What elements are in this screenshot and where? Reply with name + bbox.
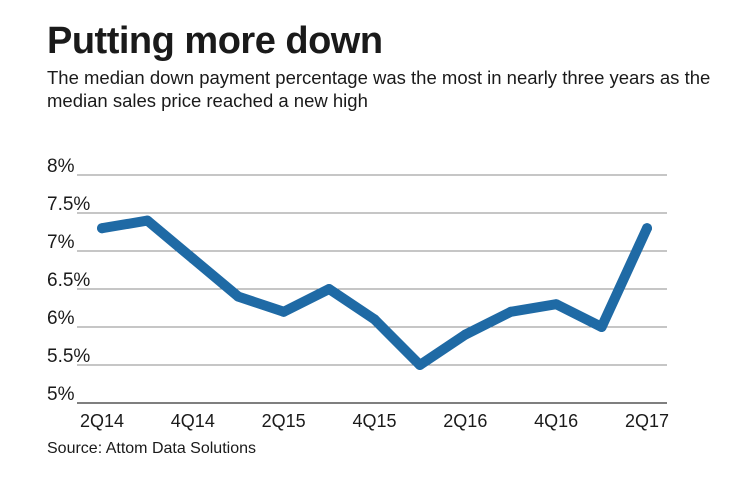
data-point-2Q16 xyxy=(460,329,471,340)
y-tick-label: 6% xyxy=(47,308,75,329)
y-tick-label: 5% xyxy=(47,384,75,405)
data-point-4Q16 xyxy=(551,299,562,310)
y-tick-label: 7.5% xyxy=(47,194,90,215)
x-tick-label: 4Q14 xyxy=(171,411,215,431)
data-point-4Q15 xyxy=(369,314,380,325)
data-point-1Q15 xyxy=(233,291,244,302)
data-point-1Q16 xyxy=(414,360,425,370)
y-tick-label: 5.5% xyxy=(47,346,90,367)
data-point-4Q14 xyxy=(187,253,198,264)
y-tick-label: 7% xyxy=(47,232,75,253)
y-tick-label: 8% xyxy=(47,156,75,177)
x-tick-label: 2Q17 xyxy=(625,411,669,431)
series-line xyxy=(97,215,652,370)
x-tick-label: 2Q16 xyxy=(443,411,487,431)
x-tick-label: 4Q16 xyxy=(534,411,578,431)
x-tick-label: 2Q14 xyxy=(80,411,124,431)
data-point-2Q14 xyxy=(97,223,107,234)
data-point-3Q15 xyxy=(324,284,335,294)
data-point-3Q16 xyxy=(505,306,516,317)
data-point-2Q15 xyxy=(278,306,289,317)
data-point-3Q14 xyxy=(142,215,153,226)
source-note: Source: Attom Data Solutions xyxy=(47,440,256,457)
x-tick-label: 4Q15 xyxy=(352,411,396,431)
x-tick-label: 2Q15 xyxy=(262,411,306,431)
y-tick-label: 6.5% xyxy=(47,270,90,291)
chart-title: Putting more down xyxy=(47,20,383,62)
chart-subtitle: The median down payment percentage was t… xyxy=(47,67,711,111)
data-point-1Q17 xyxy=(596,322,607,332)
data-point-2Q17 xyxy=(642,223,652,234)
